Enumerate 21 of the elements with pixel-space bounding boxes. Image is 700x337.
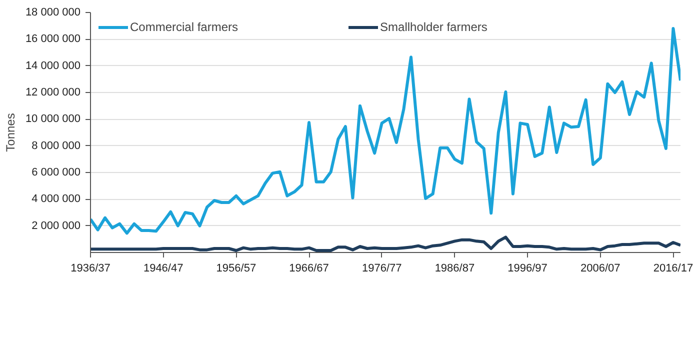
x-tick-label: 1936/37 [70, 262, 110, 274]
y-tick-label: 6 000 000 [32, 166, 80, 178]
legend-label: Smallholder farmers [380, 20, 488, 34]
y-tick-label: 10 000 000 [25, 113, 81, 126]
y-tick-label: 8 000 000 [32, 140, 80, 152]
x-tick-label: 1976/77 [362, 262, 402, 274]
x-tick-label: 1946/47 [143, 262, 184, 274]
x-tick-label: 2016/17 [653, 262, 694, 274]
y-axis-title: Tonnes [3, 113, 18, 152]
y-tick-label: 4 000 000 [32, 193, 80, 206]
x-tick-label: 1956/57 [216, 262, 256, 274]
x-tick-label: 1966/67 [289, 262, 329, 274]
x-tick-label: 1986/87 [434, 262, 475, 274]
y-tick-label: 14 000 000 [25, 60, 81, 72]
y-tick-label: 16 000 000 [25, 33, 81, 46]
x-tick-label: 2006/07 [580, 262, 620, 274]
y-tick-label: 12 000 000 [25, 86, 81, 98]
y-tick-label: 18 000 000 [25, 6, 81, 18]
legend-label: Commercial farmers [130, 20, 238, 34]
y-tick-label: 2 000 000 [32, 220, 80, 232]
x-tick-label: 1996/97 [508, 262, 548, 274]
